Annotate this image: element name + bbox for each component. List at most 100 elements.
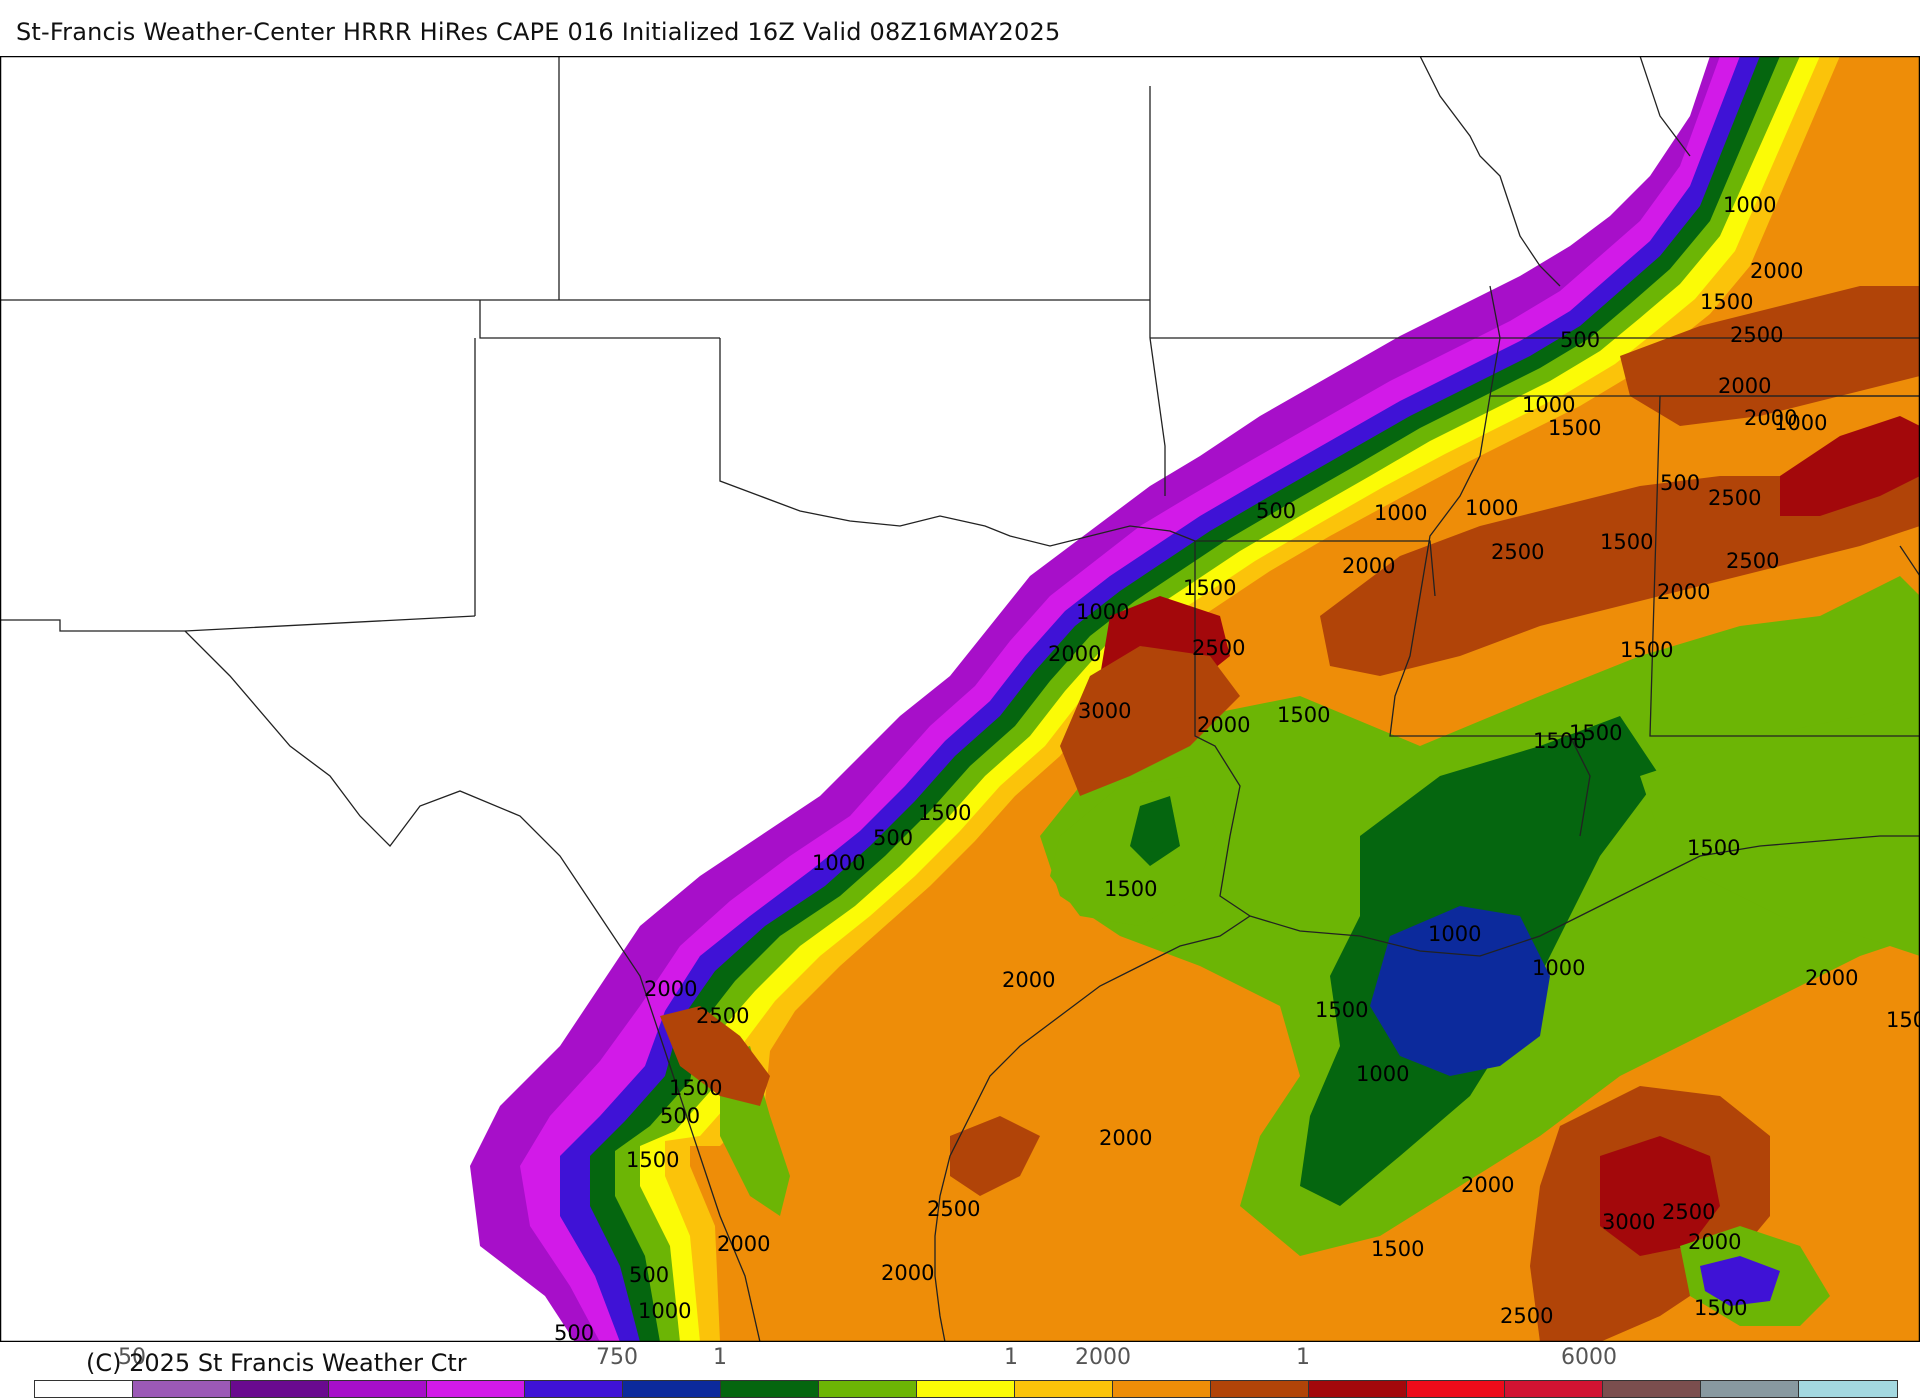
contour-label: 1500	[1371, 1237, 1424, 1261]
colorbar-swatch	[427, 1381, 525, 1397]
contour-label: 2500	[1730, 323, 1783, 347]
contour-label: 1000	[1774, 411, 1827, 435]
contour-label: 3000	[1078, 699, 1131, 723]
colorbar-swatch	[1505, 1381, 1603, 1397]
contour-label: 2500	[1708, 486, 1761, 510]
contour-label: 1500	[1315, 998, 1368, 1022]
contour-label: 2000	[1048, 642, 1101, 666]
contour-label: 2500	[1491, 540, 1544, 564]
contour-label: 2000	[717, 1232, 770, 1256]
contour-label: 500	[1560, 328, 1600, 352]
contour-label: 2500	[1726, 549, 1779, 573]
contour-label: 1500	[1183, 576, 1236, 600]
contour-label: 1500	[1700, 290, 1753, 314]
contour-label: 2000	[1461, 1173, 1514, 1197]
contour-labels: 1000 2000 1500 500 2500 2000 1000 1500 2…	[554, 193, 1920, 1342]
colorbar-swatch	[1015, 1381, 1113, 1397]
contour-label: 1000	[638, 1299, 691, 1323]
colorbar-swatch	[721, 1381, 819, 1397]
boundary-rio-grande	[184, 630, 761, 1342]
contour-label: 2000	[881, 1261, 934, 1285]
boundary-iowa-river	[1419, 56, 1561, 287]
colorbar-swatch	[1309, 1381, 1407, 1397]
cape-zone-arkansas-red	[1780, 416, 1920, 516]
colorbar-swatch	[1113, 1381, 1211, 1397]
colorbar-tick-label: 50	[118, 1345, 146, 1370]
contour-label: 1500	[669, 1076, 722, 1100]
colorbar-swatch	[623, 1381, 721, 1397]
contour-label: 2000	[1002, 968, 1055, 992]
contour-label: 2000	[644, 977, 697, 1001]
colorbar-swatch	[525, 1381, 623, 1397]
contour-label: 1500	[1533, 729, 1586, 753]
cape-zone-gulf-blue	[1700, 1256, 1780, 1306]
colorbar-swatch	[35, 1381, 133, 1397]
contour-label: 1500	[626, 1148, 679, 1172]
state-boundaries	[0, 56, 1920, 1342]
boundary-mississippi-river	[1389, 395, 1591, 837]
copyright-text: (C) 2025 St Francis Weather Ctr	[86, 1349, 467, 1377]
contour-label: 500	[1256, 499, 1296, 523]
cape-zone-blue	[1370, 906, 1550, 1076]
contour-label: 2000	[1805, 966, 1858, 990]
contour-label: 2500	[927, 1197, 980, 1221]
contour-label: 500	[1660, 471, 1700, 495]
boundary-co-nm-line	[479, 300, 720, 339]
cape-fill-layers	[470, 56, 1920, 1342]
contour-label: 1500	[1687, 836, 1740, 860]
boundary-texas-panhandle	[719, 338, 1251, 917]
colorbar-swatch	[329, 1381, 427, 1397]
contour-label: 2500	[1500, 1304, 1553, 1328]
contour-label: 2500	[696, 1004, 749, 1028]
colorbar-tick-label: 1	[1004, 1345, 1018, 1370]
colorbar-swatch	[133, 1381, 231, 1397]
contour-label: 1500	[1569, 721, 1622, 745]
coastline-louisiana	[1249, 835, 1920, 957]
cape-zone-ozark-dark	[1320, 456, 1920, 676]
colorbar-swatch	[1701, 1381, 1799, 1397]
contour-label: 1000	[1356, 1062, 1409, 1086]
contour-label: 2000	[1657, 580, 1710, 604]
contour-label: 1500	[1548, 416, 1601, 440]
colorbar-swatch	[1603, 1381, 1701, 1397]
boundary-ok-ar	[1149, 337, 1166, 496]
header: St-Francis Weather-Center HRRR HiRes CAP…	[0, 0, 1920, 56]
contour-label: 2000	[1744, 406, 1797, 430]
colorbar-swatch	[1211, 1381, 1309, 1397]
cape-zone-texas-darkgreen	[1130, 796, 1180, 866]
contour-label: 1000	[1428, 922, 1481, 946]
contour-label: 500	[554, 1321, 594, 1342]
colorbar-swatch	[231, 1381, 329, 1397]
colorbar-swatch	[819, 1381, 917, 1397]
contour-label: 2500	[1662, 1200, 1715, 1224]
contour-label: 500	[660, 1104, 700, 1128]
colorbar-tick-label: 2000	[1075, 1345, 1131, 1370]
boundary-al-east	[1899, 545, 1920, 577]
colorbar-tick-label: 6000	[1561, 1345, 1617, 1370]
contour-label: 2000	[1099, 1126, 1152, 1150]
contour-label: 1000	[1723, 193, 1776, 217]
contour-label: 500	[629, 1263, 669, 1287]
boundary-nm-tx-south	[0, 615, 476, 632]
contour-label: 1000	[1076, 600, 1129, 624]
contour-label: 2000	[1197, 713, 1250, 737]
contour-label: 2000	[1718, 374, 1771, 398]
colorbar-swatch	[1799, 1381, 1897, 1397]
contour-label: 3000	[1602, 1210, 1655, 1234]
contour-label: 2000	[1750, 259, 1803, 283]
legend-footer: (C) 2025 St Francis Weather Ctr 50 750 1…	[0, 1342, 1920, 1400]
contour-label: 1000	[812, 851, 865, 875]
colorbar	[34, 1380, 1898, 1398]
boundary-ms-al	[1649, 395, 1920, 737]
cape-zone-east-green	[1640, 696, 1920, 956]
colorbar-tick-label: 1	[713, 1345, 727, 1370]
cape-zone-mo-dark	[1620, 286, 1920, 426]
boundary-mo-ia	[1639, 56, 1691, 157]
contour-label: 1000	[1522, 393, 1575, 417]
contour-label: 1500	[1620, 638, 1673, 662]
contour-label: 1500	[918, 801, 971, 825]
map-title: St-Francis Weather-Center HRRR HiRes CAP…	[16, 18, 1061, 46]
colorbar-tick-label: 1	[1296, 1345, 1310, 1370]
contour-label: 1000	[1374, 501, 1427, 525]
contour-label: 1500	[1277, 703, 1330, 727]
